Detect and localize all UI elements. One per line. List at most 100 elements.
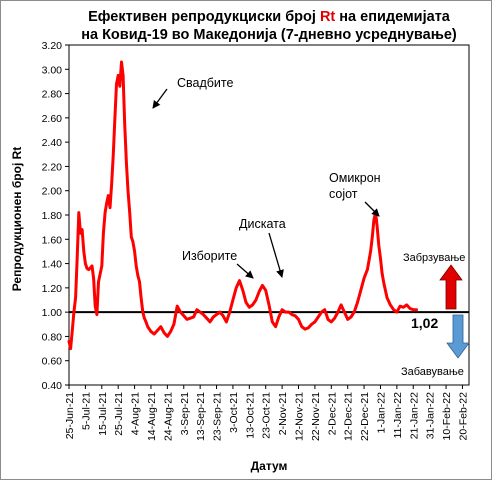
x-tick-label: 13-Oct-21: [244, 392, 256, 439]
data-point: [238, 279, 241, 282]
x-tick-label: 20-Feb-22: [457, 392, 469, 441]
data-point: [380, 272, 384, 275]
data-point: [290, 313, 294, 316]
x-tick-label: 14-Aug-21: [146, 392, 158, 441]
data-point: [385, 296, 389, 299]
data-point: [267, 303, 271, 307]
acceleration-label: Забрзување: [403, 252, 465, 264]
data-point: [248, 306, 251, 309]
data-point: [287, 310, 290, 314]
data-point: [320, 310, 323, 314]
series-line: [67, 60, 418, 351]
data-point: [92, 276, 95, 280]
annotation-omikron-line2: соjот: [329, 187, 358, 201]
data-point: [231, 298, 235, 302]
y-tick-label: 1.00: [42, 307, 63, 319]
data-point: [130, 235, 133, 239]
data-point: [377, 244, 380, 247]
data-point: [221, 314, 225, 317]
data-point: [369, 250, 372, 253]
annotation-omikron-line1: Омикрон: [329, 171, 381, 185]
data-point: [121, 74, 125, 77]
data-point: [405, 303, 408, 307]
data-point: [343, 310, 346, 314]
data-point: [166, 335, 169, 338]
data-point: [77, 211, 81, 214]
data-point: [251, 303, 254, 307]
data-point: [159, 325, 162, 328]
data-point: [323, 308, 326, 311]
data-point: [95, 313, 99, 316]
x-tick-label: 2-Dec-21: [326, 392, 338, 435]
data-point: [366, 268, 369, 271]
data-point: [72, 310, 76, 314]
data-point: [156, 329, 159, 332]
data-point: [271, 320, 274, 324]
data-point: [218, 310, 221, 314]
data-point: [179, 310, 182, 314]
data-point: [105, 201, 108, 205]
data-point: [313, 320, 317, 324]
y-tick-label: 1.60: [42, 234, 63, 246]
data-point: [97, 280, 100, 283]
data-point: [169, 330, 172, 333]
data-point: [254, 298, 258, 302]
data-point: [371, 235, 374, 239]
data-point: [192, 315, 195, 319]
x-axis-label: Датум: [251, 459, 288, 473]
y-tick-label: 2.00: [42, 186, 63, 198]
data-point: [141, 310, 144, 314]
annotation-svadbite: Свадбите: [177, 76, 233, 90]
data-point: [182, 314, 185, 317]
data-point: [215, 313, 218, 316]
data-point: [384, 289, 387, 292]
y-tick-label: 0.60: [42, 356, 63, 368]
data-point: [349, 315, 353, 319]
data-point: [303, 327, 307, 331]
data-point: [149, 330, 153, 333]
x-tick-label: 22-Nov-21: [310, 392, 322, 441]
data-point: [379, 257, 382, 260]
annotation-izborite: Изборите: [182, 249, 237, 263]
data-point: [300, 325, 303, 328]
data-point: [108, 206, 112, 209]
data-point: [118, 85, 122, 88]
data-point: [376, 225, 379, 229]
x-axis-ticks: 25-Jun-21 5-Jul-21 15-Jul-21 25-Jul-21 4-Aug…: [64, 385, 469, 441]
y-axis-label: Репродукционен број Rt: [10, 147, 24, 292]
x-tick-label: 3-Sep-21: [179, 392, 191, 435]
data-point: [107, 194, 110, 197]
data-point: [398, 304, 402, 308]
x-tick-label: 2-Nov-21: [277, 392, 289, 435]
data-point: [84, 262, 87, 265]
last-value-label: 1,02: [411, 315, 438, 331]
x-tick-label: 3-Oct-21: [228, 392, 240, 433]
data-point: [153, 332, 156, 336]
data-point: [162, 331, 166, 334]
chart-title-line2: на Ковид-19 во Македонија (7-дневно усре…: [81, 27, 457, 43]
data-point: [148, 327, 151, 331]
data-point: [189, 317, 192, 320]
data-point: [144, 320, 148, 324]
data-point: [79, 232, 82, 235]
data-point: [100, 264, 104, 268]
data-point: [176, 304, 179, 308]
data-point: [280, 308, 284, 311]
y-tick-label: 0.80: [42, 331, 63, 343]
data-point: [103, 211, 107, 214]
data-point: [412, 308, 415, 311]
data-point: [402, 306, 405, 309]
data-point: [392, 308, 395, 311]
data-point: [244, 301, 248, 304]
y-tick-label: 0.40: [42, 380, 63, 392]
x-tick-label: 4-Aug-21: [130, 392, 142, 435]
data-point: [131, 240, 135, 243]
data-point: [76, 256, 79, 259]
x-tick-label: 1-Jan-22: [375, 392, 387, 434]
data-point: [330, 320, 333, 324]
annotation-arrow-svadbite: [152, 88, 168, 109]
x-tick-label: 25-Jun-21: [64, 392, 76, 439]
x-tick-label: 25-Jul-21: [113, 392, 125, 436]
y-tick-label: 2.80: [42, 89, 63, 101]
